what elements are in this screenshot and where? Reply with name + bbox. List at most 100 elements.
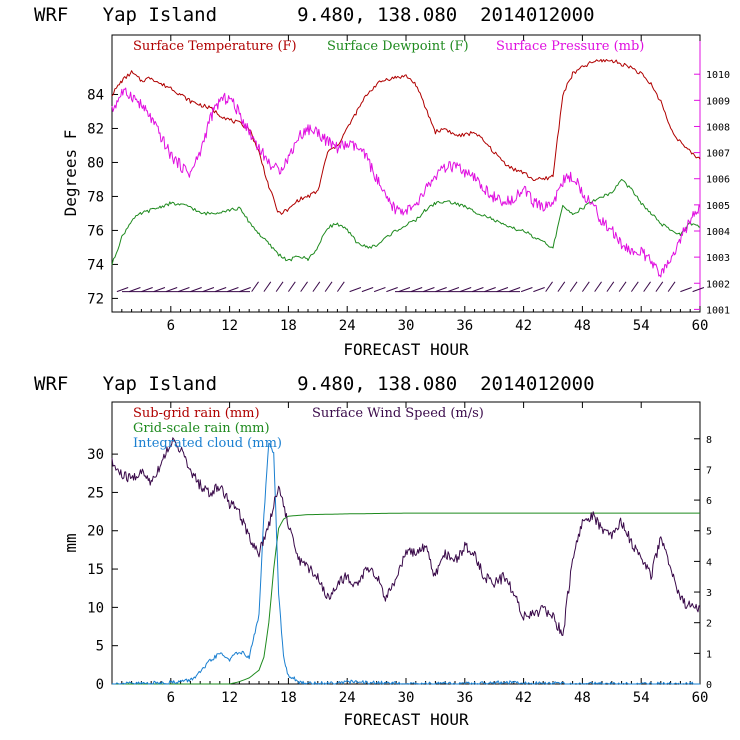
y-tick-label: 78 [87,189,104,205]
wind-barb [545,281,553,292]
wind-barb [165,287,178,293]
wind-barb [226,287,239,293]
wind-barb [116,287,129,293]
wind-barb [239,287,251,293]
wind-barb [336,281,345,292]
x-tick-label: 24 [339,690,356,706]
wind-barb [214,287,227,293]
wind-barb [459,287,472,293]
chart2-title: WRF Yap Island 9.480, 138.080 2014012000 [34,373,595,395]
x-tick-label: 54 [633,690,650,706]
wind-barb [692,287,705,293]
y-tick-label: 25 [87,485,104,501]
series-line-gridscale-rain [112,512,700,685]
wind-barb [300,281,308,292]
chart1-x-label: FORECAST HOUR [343,340,469,359]
wind-barb [569,281,578,292]
wind-barb [361,287,374,293]
x-tick-label: 12 [221,690,238,706]
wind-barb [508,287,521,293]
x-tick-label: 42 [515,690,532,706]
x-tick-label: 30 [398,318,415,334]
x-tick-label: 42 [515,318,532,334]
wind-barb [263,281,272,292]
x-tick-label: 60 [692,318,709,334]
wind-barb [435,287,447,293]
wind-barb [287,281,296,292]
wind-barb [386,287,398,293]
y-tick-label: 76 [87,223,104,239]
y-tick-label: 20 [87,524,104,540]
series-line-temperature [111,58,701,215]
x-tick-label: 36 [456,318,473,334]
wind-barb [128,287,141,293]
series-line-wind-speed [111,437,701,636]
y-tick-label: 80 [87,155,104,171]
y2-tick-label: 0 [706,680,712,691]
wind-barb [520,287,533,293]
y-tick-label: 74 [87,257,104,273]
chart-temperature-panel: WRF Yap Island 9.480, 138.080 2014012000… [34,4,730,359]
x-tick-label: 6 [167,690,175,706]
wind-barb [190,287,202,293]
chart1-wind-barbs [116,281,705,293]
x-tick-label: 48 [574,690,591,706]
wind-barb [557,281,566,292]
chart2-y2-ticks: 0 1 2 3 4 5 6 7 8 [694,435,712,691]
wind-barb [349,287,362,293]
y2-tick-label: 8 [706,435,712,446]
wind-barb [324,281,333,292]
chart1-y2-ticks: 1001 1002 1003 1004 1005 1006 1007 1008 1009 1010 [694,70,730,316]
chart1-legend-temperature: Surface Temperature (F) [133,39,297,54]
wind-barb [630,281,639,292]
wind-barb [618,281,627,292]
chart1-series [111,58,701,278]
y2-tick-label: 2 [706,619,712,630]
y2-tick-label: 1001 [706,305,730,316]
y2-tick-label: 1006 [706,175,730,186]
x-tick-label: 60 [692,690,709,706]
wind-barb [655,281,664,292]
y2-tick-label: 1009 [706,96,730,107]
y2-tick-label: 1003 [706,253,730,264]
chart1-frame [111,34,701,313]
chart2-legend-wind-speed: Surface Wind Speed (m/s) [312,406,484,421]
y-tick-label: 82 [87,121,104,137]
y2-tick-label: 3 [706,588,712,599]
chart2-legend-subgrid-rain: Sub-grid rain (mm) [133,406,260,421]
wind-barb [643,281,651,292]
y2-tick-label: 1002 [706,279,730,290]
chart1-legend-dewpoint: Surface Dewpoint (F) [327,39,469,54]
chart2-y-label: mm [61,533,80,552]
x-tick-label: 24 [339,318,356,334]
y2-tick-label: 5 [706,527,712,538]
wind-barb [594,281,602,292]
wind-barb [471,287,484,293]
wind-barb [581,281,590,292]
chart1-y-ticks: 72 74 76 78 80 82 84 [87,87,118,307]
chart1-x-ticks: 6 12 18 24 30 36 42 48 54 60 [121,35,709,334]
y2-tick-label: 1004 [706,227,730,238]
wind-barb [153,287,166,293]
x-tick-label: 36 [456,690,473,706]
chart-rain-panel: WRF Yap Island 9.480, 138.080 2014012000… [34,373,712,729]
chart2-y-ticks: 0 5 10 15 20 25 30 [87,447,118,693]
wind-barb [606,281,615,292]
y-tick-label: 72 [87,291,104,307]
wind-barb [496,287,509,293]
chart1-legend-pressure: Surface Pressure (mb) [496,39,644,54]
y2-tick-label: 4 [706,557,712,568]
y2-tick-label: 1 [706,649,712,660]
series-line-dewpoint [111,178,701,266]
y-tick-label: 5 [96,639,104,655]
chart2-x-ticks: 6 12 18 24 30 36 42 48 54 60 [121,402,709,706]
chart2-series [111,437,701,685]
wind-barb [484,287,496,293]
wind-barb [202,287,215,293]
wind-barb [447,287,460,293]
y2-tick-label: 1007 [706,149,730,160]
wind-barb [422,287,435,293]
y2-tick-label: 1010 [706,70,730,81]
x-tick-label: 6 [167,318,175,334]
